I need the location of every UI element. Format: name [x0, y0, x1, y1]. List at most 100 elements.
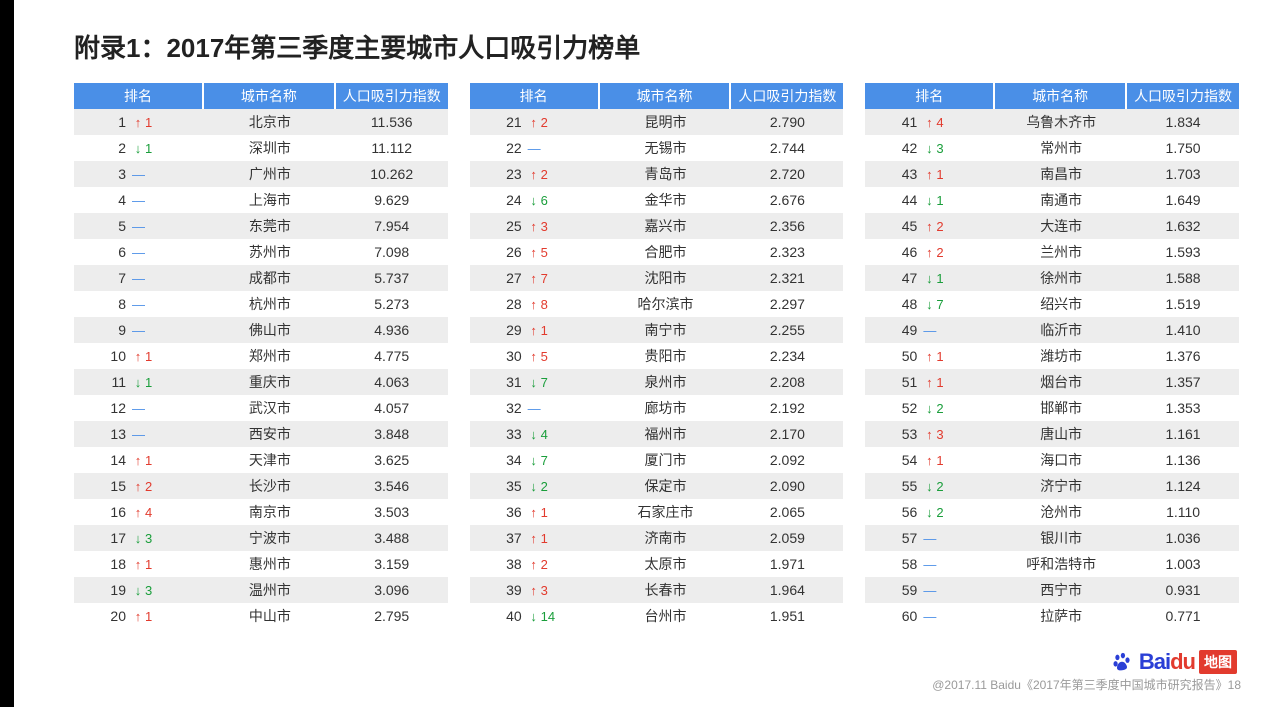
rank-delta: 1	[936, 193, 943, 208]
arrow-up-icon: ↑	[132, 610, 144, 623]
city-name: 广州市	[204, 161, 336, 187]
rank-change-up: ↑1	[132, 115, 152, 130]
rank-number: 12	[96, 400, 126, 416]
rank-change-up: ↑8	[528, 297, 548, 312]
city-name: 拉萨市	[995, 603, 1127, 629]
arrow-up-icon: ↑	[528, 350, 540, 363]
table-row: 43↑1南昌市1.703	[865, 161, 1239, 187]
city-name: 重庆市	[204, 369, 336, 395]
rank-number: 16	[96, 504, 126, 520]
attraction-index: 1.110	[1127, 499, 1239, 525]
rank-delta: 2	[541, 167, 548, 182]
rank-number: 41	[887, 114, 917, 130]
city-name: 南通市	[995, 187, 1127, 213]
attraction-index: 7.954	[336, 213, 448, 239]
attraction-index: 1.161	[1127, 421, 1239, 447]
rank-change-down: ↓2	[923, 505, 943, 520]
city-name: 福州市	[600, 421, 732, 447]
rank-number: 11	[96, 374, 126, 390]
rank-change-up: ↑2	[528, 557, 548, 572]
rank-change-up: ↑2	[923, 245, 943, 260]
dash-icon: —	[923, 610, 935, 623]
attraction-index: 1.632	[1127, 213, 1239, 239]
arrow-up-icon: ↑	[528, 506, 540, 519]
rank-number: 60	[887, 608, 917, 624]
dash-icon: —	[923, 558, 935, 571]
table-row: 32—廊坊市2.192	[470, 395, 844, 421]
arrow-up-icon: ↑	[923, 350, 935, 363]
city-name: 潍坊市	[995, 343, 1127, 369]
city-name: 惠州市	[204, 551, 336, 577]
ranking-table-1: 排名城市名称人口吸引力指数1↑1北京市11.5362↓1深圳市11.1123—广…	[74, 83, 448, 629]
attraction-index: 2.208	[731, 369, 843, 395]
arrow-up-icon: ↑	[528, 116, 540, 129]
rank-delta: 7	[541, 453, 548, 468]
rank-change-up: ↑1	[132, 453, 152, 468]
dash-icon: —	[132, 402, 144, 415]
attraction-index: 1.834	[1127, 109, 1239, 135]
arrow-up-icon: ↑	[923, 220, 935, 233]
arrow-down-icon: ↓	[132, 532, 144, 545]
rank-delta: 4	[541, 427, 548, 442]
rank-number: 59	[887, 582, 917, 598]
city-name: 沧州市	[995, 499, 1127, 525]
rank-change-down: ↓4	[528, 427, 548, 442]
rank-change-down: ↓3	[923, 141, 943, 156]
city-name: 合肥市	[600, 239, 732, 265]
city-name: 唐山市	[995, 421, 1127, 447]
city-name: 杭州市	[204, 291, 336, 317]
footer-credit: @2017.11 Baidu《2017年第三季度中国城市研究报告》18	[932, 676, 1241, 693]
arrow-up-icon: ↑	[923, 376, 935, 389]
rank-change-down: ↓7	[528, 453, 548, 468]
rank-number: 19	[96, 582, 126, 598]
arrow-down-icon: ↓	[923, 506, 935, 519]
rank-change-up: ↑4	[923, 115, 943, 130]
rank-delta: 4	[936, 115, 943, 130]
rank-number: 15	[96, 478, 126, 494]
rank-change-up: ↑4	[132, 505, 152, 520]
table-row: 35↓2保定市2.090	[470, 473, 844, 499]
attraction-index: 0.771	[1127, 603, 1239, 629]
rank-number: 26	[492, 244, 522, 260]
rank-number: 52	[887, 400, 917, 416]
rank-delta: 2	[145, 479, 152, 494]
dash-icon: —	[132, 272, 144, 285]
city-name: 西宁市	[995, 577, 1127, 603]
table-row: 11↓1重庆市4.063	[74, 369, 448, 395]
arrow-up-icon: ↑	[132, 480, 144, 493]
rank-delta: 2	[936, 479, 943, 494]
attraction-index: 2.356	[731, 213, 843, 239]
rank-number: 38	[492, 556, 522, 572]
dash-icon: —	[528, 142, 540, 155]
rank-change-same: —	[132, 272, 144, 285]
attraction-index: 2.297	[731, 291, 843, 317]
city-name: 海口市	[995, 447, 1127, 473]
table-row: 21↑2昆明市2.790	[470, 109, 844, 135]
city-name: 沈阳市	[600, 265, 732, 291]
dash-icon: —	[132, 324, 144, 337]
rank-change-same: —	[923, 532, 935, 545]
attraction-index: 7.098	[336, 239, 448, 265]
arrow-down-icon: ↓	[528, 376, 540, 389]
rank-number: 32	[492, 400, 522, 416]
city-name: 深圳市	[204, 135, 336, 161]
attraction-index: 1.353	[1127, 395, 1239, 421]
attraction-index: 2.323	[731, 239, 843, 265]
table-row: 33↓4福州市2.170	[470, 421, 844, 447]
city-name: 徐州市	[995, 265, 1127, 291]
city-name: 长春市	[600, 577, 732, 603]
attraction-index: 3.503	[336, 499, 448, 525]
city-name: 嘉兴市	[600, 213, 732, 239]
rank-delta: 3	[145, 583, 152, 598]
rank-change-up: ↑1	[923, 375, 943, 390]
attraction-index: 4.936	[336, 317, 448, 343]
rank-number: 34	[492, 452, 522, 468]
table-row: 15↑2长沙市3.546	[74, 473, 448, 499]
rank-change-up: ↑1	[132, 557, 152, 572]
col-header-rank: 排名	[865, 83, 995, 109]
attraction-index: 1.588	[1127, 265, 1239, 291]
attraction-index: 10.262	[336, 161, 448, 187]
arrow-down-icon: ↓	[528, 428, 540, 441]
attraction-index: 2.192	[731, 395, 843, 421]
baidu-paw-icon	[1111, 651, 1133, 673]
